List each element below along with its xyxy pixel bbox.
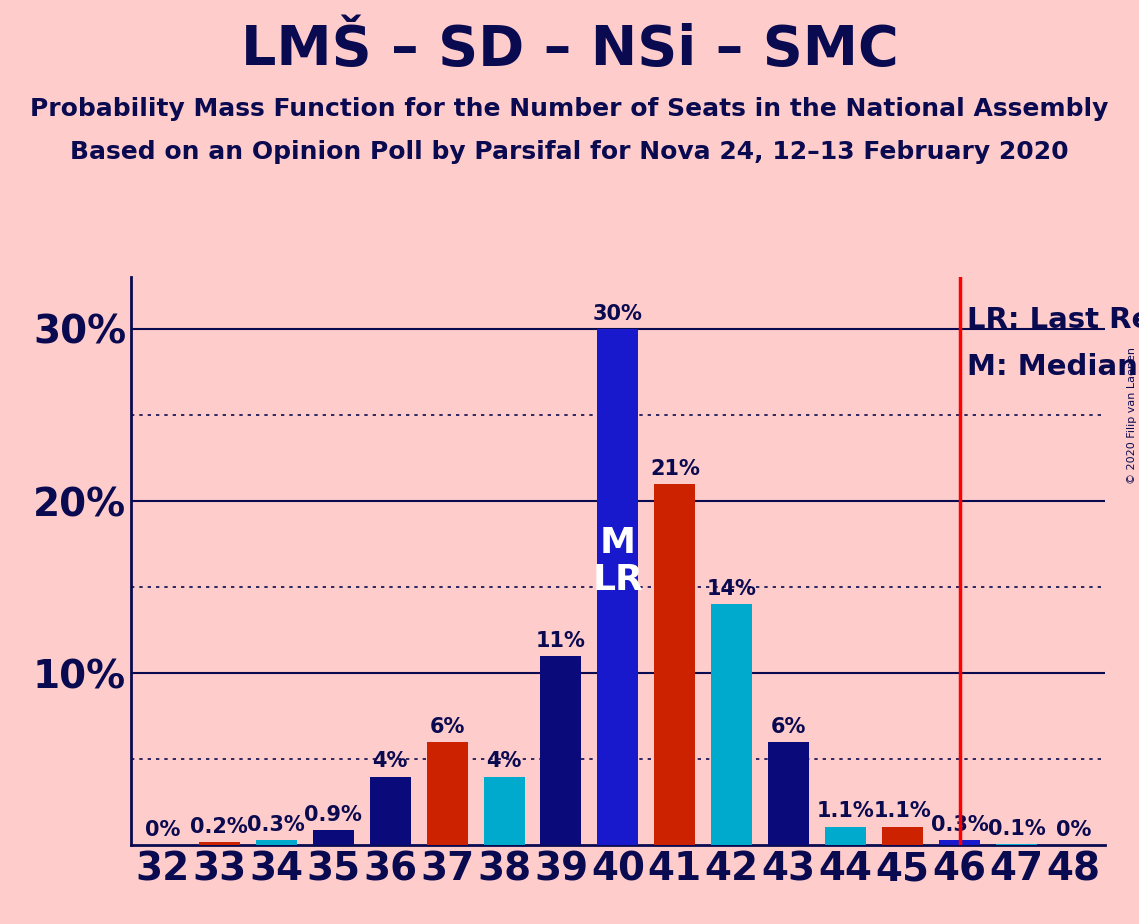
Text: 11%: 11%: [536, 631, 585, 650]
Bar: [369, 776, 411, 845]
Bar: [882, 826, 923, 845]
Bar: [825, 826, 866, 845]
Text: Based on an Opinion Poll by Parsifal for Nova 24, 12–13 February 2020: Based on an Opinion Poll by Parsifal for…: [71, 140, 1068, 164]
Text: M
LR: M LR: [592, 526, 644, 597]
Text: 0.2%: 0.2%: [190, 817, 248, 837]
Text: 0.1%: 0.1%: [988, 819, 1046, 839]
Bar: [198, 842, 239, 845]
Text: 6%: 6%: [429, 717, 465, 737]
Text: 0.3%: 0.3%: [931, 815, 989, 835]
Text: 0.9%: 0.9%: [304, 805, 362, 825]
Text: 4%: 4%: [486, 751, 522, 772]
Bar: [483, 776, 524, 845]
Bar: [768, 742, 809, 845]
Text: LMŠ – SD – NSi – SMC: LMŠ – SD – NSi – SMC: [240, 23, 899, 77]
Bar: [939, 840, 980, 845]
Bar: [426, 742, 467, 845]
Text: © 2020 Filip van Laenen: © 2020 Filip van Laenen: [1126, 347, 1137, 484]
Text: 21%: 21%: [650, 458, 699, 479]
Bar: [654, 484, 695, 845]
Text: LR: Last Result: LR: Last Result: [967, 306, 1139, 334]
Bar: [597, 329, 638, 845]
Text: 4%: 4%: [372, 751, 408, 772]
Text: M: Median: M: Median: [967, 353, 1138, 381]
Bar: [540, 656, 581, 845]
Text: Probability Mass Function for the Number of Seats in the National Assembly: Probability Mass Function for the Number…: [31, 97, 1108, 121]
Bar: [711, 604, 752, 845]
Bar: [312, 830, 353, 845]
Text: 30%: 30%: [593, 304, 642, 323]
Text: 6%: 6%: [771, 717, 806, 737]
Text: 1.1%: 1.1%: [874, 801, 932, 821]
Text: 14%: 14%: [707, 579, 756, 600]
Bar: [255, 840, 296, 845]
Text: 0%: 0%: [1056, 821, 1091, 840]
Text: 1.1%: 1.1%: [817, 801, 875, 821]
Bar: [995, 844, 1036, 845]
Text: 0%: 0%: [145, 821, 180, 840]
Text: 0.3%: 0.3%: [247, 815, 305, 835]
